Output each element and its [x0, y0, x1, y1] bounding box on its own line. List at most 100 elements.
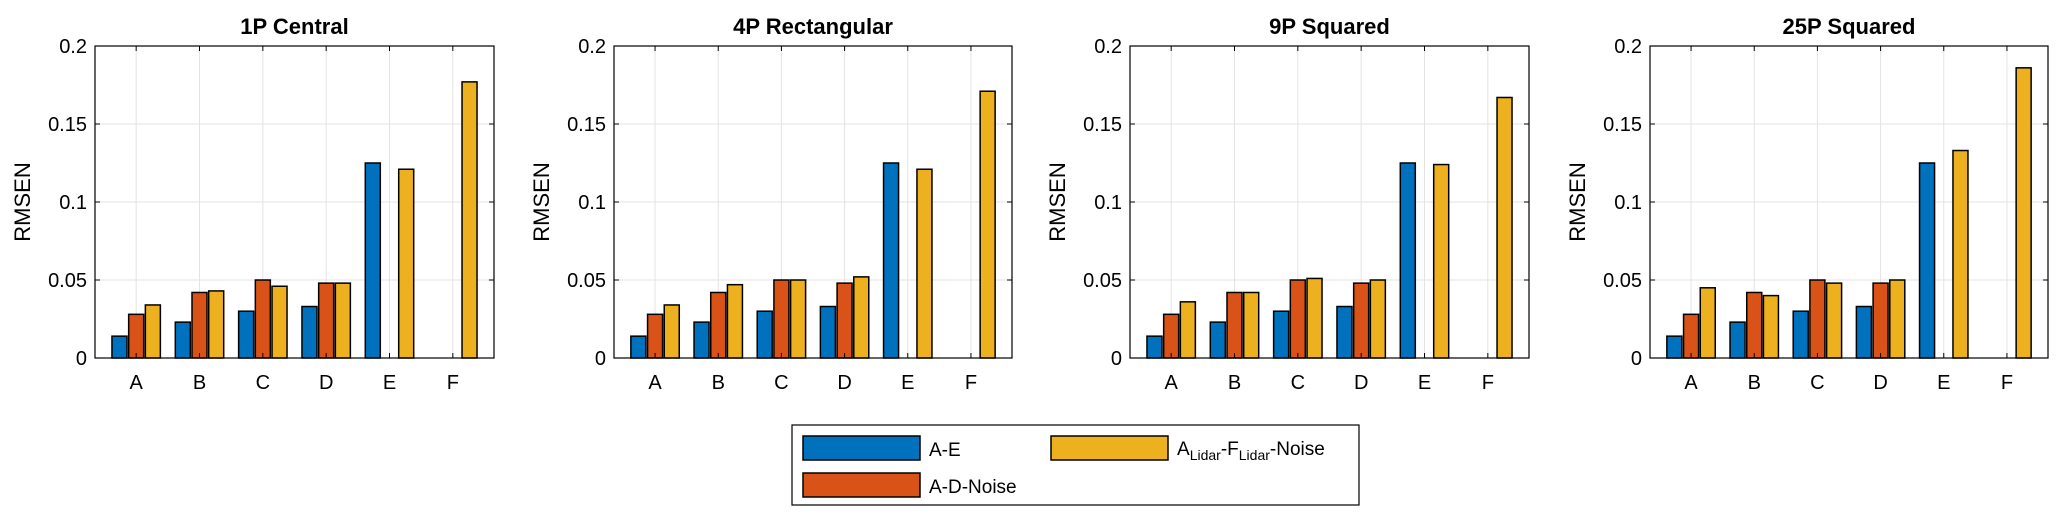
y-tick-label: 0.2 [1614, 36, 1642, 58]
bar-a-lidar-f-lidar-noise-d [1889, 279, 1906, 359]
bar-a-lidar-f-lidar-noise-b [207, 290, 225, 359]
y-tick-label: 0.1 [578, 192, 606, 214]
bar-a-lidar-f-lidar-noise-a [1179, 301, 1197, 359]
bar-a-e-d [1336, 305, 1353, 359]
bar-a-lidar-f-lidar-noise-d [853, 276, 870, 359]
bar-a-e-c [237, 310, 255, 359]
x-tick-label-e: E [1418, 372, 1431, 394]
y-tick-label: 0.05 [567, 270, 606, 292]
bar-a-d-noise-a [646, 313, 664, 359]
bar-a-lidar-f-lidar-noise-d [1369, 279, 1387, 359]
x-tick-label-c: C [1810, 372, 1824, 394]
x-tick-label-f: F [447, 372, 459, 394]
bar-a-e-e [882, 162, 900, 359]
bar-a-d-noise-a [127, 313, 145, 359]
x-tick-label-f: F [2001, 372, 2013, 394]
y-tick-label: 0 [595, 348, 606, 370]
x-tick-label-b: B [1228, 372, 1241, 394]
bar-a-d-noise-c [773, 279, 790, 359]
bar-a-d-noise-c [254, 279, 272, 359]
legend: A-E A-D-Noise ALidar-FLidar-Noise [791, 424, 1360, 506]
x-tick-label-a: A [129, 372, 143, 394]
bar-a-e-b [1729, 321, 1746, 359]
x-tick-label-b: B [1748, 372, 1761, 394]
bar-a-d-noise-a [1162, 313, 1180, 359]
legend-label-lidar-noise: ALidar-FLidar-Noise [1177, 439, 1325, 463]
bar-a-e-b [693, 321, 710, 359]
bar-a-d-noise-a [1682, 313, 1700, 359]
bar-a-e-d [301, 305, 318, 359]
x-tick-label-a: A [648, 372, 662, 394]
y-tick-label: 0.2 [578, 36, 606, 58]
x-tick-label-c: C [256, 372, 270, 394]
bar-a-e-d [819, 305, 837, 359]
bar-a-lidar-f-lidar-noise-f [2015, 67, 2032, 359]
bar-a-d-noise-b [191, 291, 208, 359]
bar-a-lidar-f-lidar-noise-a [663, 304, 681, 359]
bar-a-lidar-f-lidar-noise-b [726, 283, 744, 359]
x-tick-label-b: B [193, 372, 206, 394]
x-tick-label-e: E [383, 372, 396, 394]
bar-a-lidar-f-lidar-noise-d [334, 282, 352, 359]
bar-a-e-b [174, 321, 192, 359]
bar-a-lidar-f-lidar-noise-e [1952, 149, 1969, 359]
y-tick-label: 0.15 [48, 114, 87, 136]
bar-a-lidar-f-lidar-noise-a [1699, 287, 1717, 359]
bar-a-lidar-f-lidar-noise-f [1496, 96, 1513, 359]
subplot-1p-central: 0 0.05 0.1 0.15 0.2 A B C D E F 1P Central RMSEN [10, 14, 495, 394]
legend-label-a-d-noise: A-D-Noise [929, 477, 1017, 498]
x-tick-label-d: D [1354, 372, 1368, 394]
subplot-4p-rectangular: 0 0.05 0.1 0.15 0.2 A B C D E F 4P Rectangular RMSEN [529, 14, 1013, 394]
bar-a-e-e [1918, 162, 1936, 359]
legend-swatch-a-d-noise [802, 472, 921, 498]
chart-title: 4P Rectangular [733, 14, 893, 39]
y-tick-label: 0.15 [567, 114, 606, 136]
bar-a-lidar-f-lidar-noise-f [461, 81, 478, 359]
x-tick-label-e: E [1937, 372, 1950, 394]
bar-a-lidar-f-lidar-noise-c [1825, 282, 1843, 359]
bar-a-d-noise-d [1872, 282, 1889, 359]
legend-swatch-lidar-noise [1050, 435, 1169, 461]
x-tick-label-a: A [1684, 372, 1698, 394]
bar-a-d-noise-c [1809, 279, 1826, 359]
bar-a-e-c [1792, 310, 1809, 359]
legend-swatch-a-e [802, 435, 921, 461]
bar-a-e-d [1855, 305, 1873, 359]
bar-a-lidar-f-lidar-noise-a [144, 304, 162, 359]
bar-a-lidar-f-lidar-noise-b [1242, 291, 1260, 359]
x-tick-label-b: B [712, 372, 725, 394]
y-tick-label: 0 [1111, 348, 1122, 370]
x-tick-label-d: D [319, 372, 333, 394]
chart-title: 9P Squared [1269, 14, 1390, 39]
legend-label-a-e: A-E [929, 440, 961, 461]
bar-a-d-noise-d [317, 282, 335, 359]
bar-a-lidar-f-lidar-noise-b [1762, 294, 1780, 359]
bar-a-lidar-f-lidar-noise-f [979, 90, 996, 359]
x-tick-label-d: D [1873, 372, 1887, 394]
y-tick-label: 0.2 [59, 36, 87, 58]
bar-a-e-b [1209, 321, 1227, 359]
bar-a-e-a [1666, 335, 1683, 359]
bar-a-lidar-f-lidar-noise-e [1432, 163, 1450, 359]
bar-a-lidar-f-lidar-noise-c [1306, 277, 1323, 359]
y-axis-label: RMSEN [529, 162, 554, 241]
y-axis-label: RMSEN [1565, 162, 1590, 241]
y-tick-label: 0.05 [48, 270, 87, 292]
y-axis-label: RMSEN [1045, 162, 1070, 241]
bar-a-d-noise-d [1352, 282, 1370, 359]
bar-a-e-c [756, 310, 773, 359]
x-tick-label-a: A [1164, 372, 1178, 394]
bar-a-d-noise-d [836, 282, 853, 359]
bar-a-e-e [1399, 162, 1417, 359]
y-tick-label: 0.1 [59, 192, 87, 214]
x-tick-label-c: C [774, 372, 788, 394]
bar-a-lidar-f-lidar-noise-e [397, 168, 415, 359]
x-tick-label-f: F [1482, 372, 1494, 394]
x-tick-label-c: C [1291, 372, 1305, 394]
y-tick-label: 0.05 [1603, 270, 1642, 292]
y-tick-label: 0 [1631, 348, 1642, 370]
bar-a-e-a [630, 335, 647, 359]
subplot-9p-squared: 0 0.05 0.1 0.15 0.2 A B C D E F 9P Squared RMSEN [1045, 14, 1530, 394]
chart-title: 25P Squared [1783, 14, 1916, 39]
